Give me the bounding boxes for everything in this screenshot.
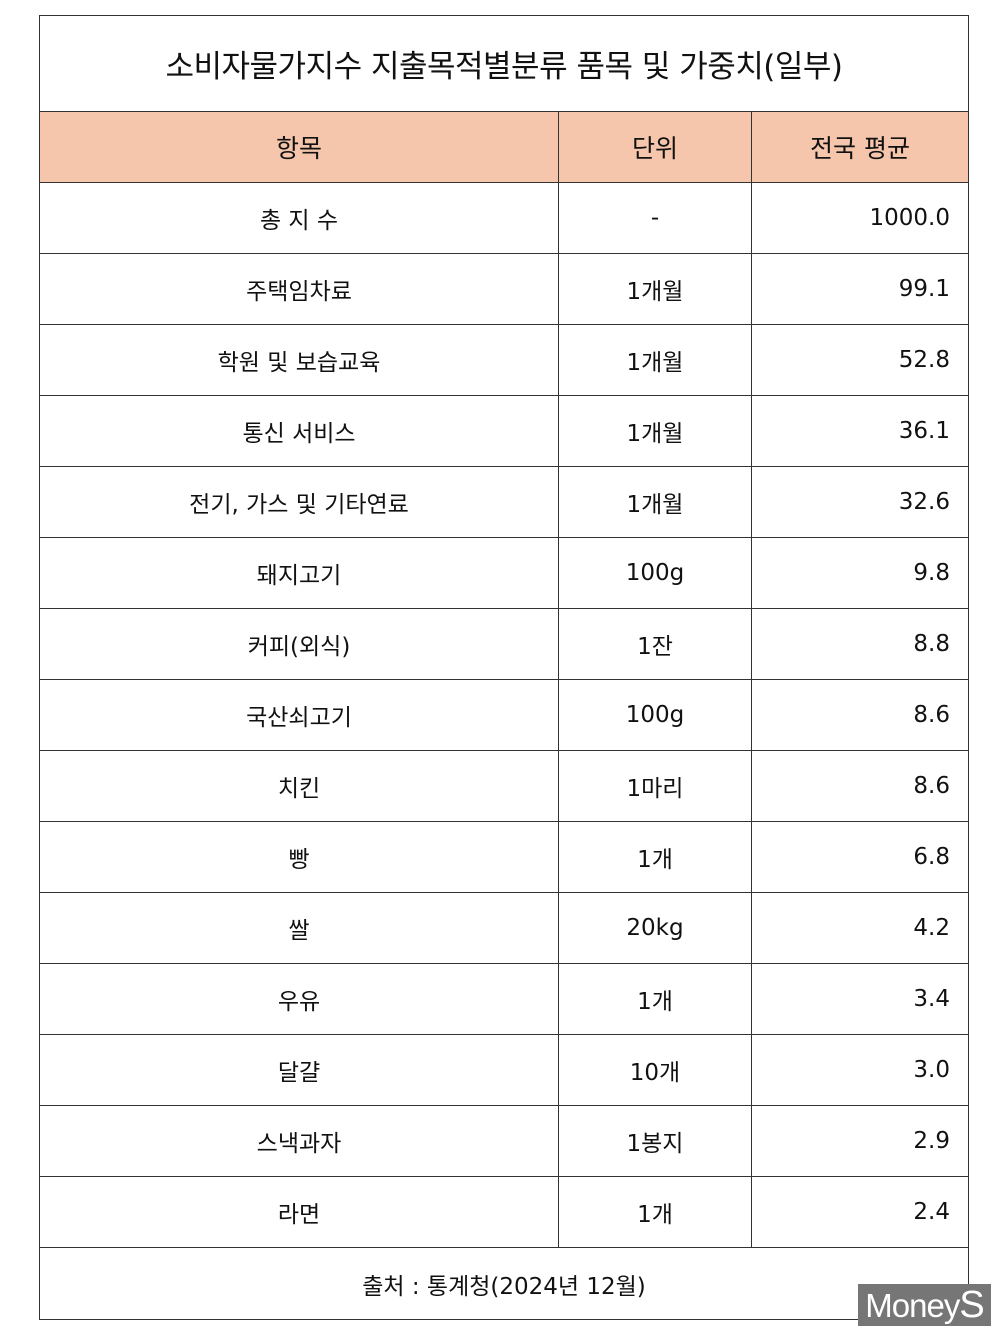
average-cell: 6.8 bbox=[751, 821, 969, 893]
unit-cell: 1개 bbox=[558, 963, 752, 1035]
unit-cell: 1개월 bbox=[558, 466, 752, 538]
average-cell: 1000.0 bbox=[751, 182, 969, 254]
unit-cell: 20kg bbox=[558, 892, 752, 964]
average-cell: 32.6 bbox=[751, 466, 969, 538]
column-header-unit: 단위 bbox=[558, 111, 752, 183]
weights-table: 소비자물가지수 지출목적별분류 품목 및 가중치(일부) 항목 단위 전국 평균… bbox=[39, 15, 969, 1320]
item-cell: 총 지 수 bbox=[39, 182, 559, 254]
average-cell: 9.8 bbox=[751, 537, 969, 609]
unit-cell: 1개 bbox=[558, 821, 752, 893]
item-cell: 돼지고기 bbox=[39, 537, 559, 609]
average-cell: 52.8 bbox=[751, 324, 969, 396]
item-cell: 치킨 bbox=[39, 750, 559, 822]
item-cell: 주택임차료 bbox=[39, 253, 559, 325]
average-cell: 3.4 bbox=[751, 963, 969, 1035]
unit-cell: - bbox=[558, 182, 752, 254]
table-row: 치킨 1마리 8.6 bbox=[39, 750, 969, 822]
table-title: 소비자물가지수 지출목적별분류 품목 및 가중치(일부) bbox=[39, 15, 969, 112]
header-row: 항목 단위 전국 평균 bbox=[39, 111, 969, 183]
unit-cell: 100g bbox=[558, 679, 752, 751]
table-row: 쌀 20kg 4.2 bbox=[39, 892, 969, 964]
item-cell: 빵 bbox=[39, 821, 559, 893]
table-row: 우유 1개 3.4 bbox=[39, 963, 969, 1035]
table-row: 통신 서비스 1개월 36.1 bbox=[39, 395, 969, 467]
column-header-item: 항목 bbox=[39, 111, 559, 183]
average-cell: 3.0 bbox=[751, 1034, 969, 1106]
item-cell: 라면 bbox=[39, 1176, 559, 1248]
weights-table-container: 소비자물가지수 지출목적별분류 품목 및 가중치(일부) 항목 단위 전국 평균… bbox=[39, 15, 969, 1320]
item-cell: 스낵과자 bbox=[39, 1105, 559, 1177]
average-cell: 4.2 bbox=[751, 892, 969, 964]
average-cell: 8.6 bbox=[751, 750, 969, 822]
table-row: 주택임차료 1개월 99.1 bbox=[39, 253, 969, 325]
item-cell: 달걀 bbox=[39, 1034, 559, 1106]
table-row: 전기, 가스 및 기타연료 1개월 32.6 bbox=[39, 466, 969, 538]
table-row: 빵 1개 6.8 bbox=[39, 821, 969, 893]
average-cell: 99.1 bbox=[751, 253, 969, 325]
source-note: 출처 : 통계청(2024년 12월) bbox=[39, 1247, 969, 1320]
item-cell: 쌀 bbox=[39, 892, 559, 964]
table-row: 돼지고기 100g 9.8 bbox=[39, 537, 969, 609]
moneys-watermark-logo: MoneyS bbox=[858, 1284, 991, 1326]
item-cell: 커피(외식) bbox=[39, 608, 559, 680]
unit-cell: 1개월 bbox=[558, 395, 752, 467]
unit-cell: 1봉지 bbox=[558, 1105, 752, 1177]
unit-cell: 100g bbox=[558, 537, 752, 609]
average-cell: 36.1 bbox=[751, 395, 969, 467]
unit-cell: 1개월 bbox=[558, 324, 752, 396]
item-cell: 통신 서비스 bbox=[39, 395, 559, 467]
item-cell: 학원 및 보습교육 bbox=[39, 324, 559, 396]
average-cell: 2.4 bbox=[751, 1176, 969, 1248]
table-row: 학원 및 보습교육 1개월 52.8 bbox=[39, 324, 969, 396]
unit-cell: 1개 bbox=[558, 1176, 752, 1248]
unit-cell: 1마리 bbox=[558, 750, 752, 822]
table-row: 스낵과자 1봉지 2.9 bbox=[39, 1105, 969, 1177]
table-row: 국산쇠고기 100g 8.6 bbox=[39, 679, 969, 751]
unit-cell: 10개 bbox=[558, 1034, 752, 1106]
table-row: 커피(외식) 1잔 8.8 bbox=[39, 608, 969, 680]
table-row: 총 지 수 -1000.0 bbox=[39, 182, 969, 254]
table-row: 라면 1개 2.4 bbox=[39, 1176, 969, 1248]
column-header-average: 전국 평균 bbox=[751, 111, 969, 183]
average-cell: 8.8 bbox=[751, 608, 969, 680]
table-row: 달걀 10개 3.0 bbox=[39, 1034, 969, 1106]
item-cell: 국산쇠고기 bbox=[39, 679, 559, 751]
unit-cell: 1개월 bbox=[558, 253, 752, 325]
average-cell: 8.6 bbox=[751, 679, 969, 751]
unit-cell: 1잔 bbox=[558, 608, 752, 680]
average-cell: 2.9 bbox=[751, 1105, 969, 1177]
item-cell: 전기, 가스 및 기타연료 bbox=[39, 466, 559, 538]
item-cell: 우유 bbox=[39, 963, 559, 1035]
